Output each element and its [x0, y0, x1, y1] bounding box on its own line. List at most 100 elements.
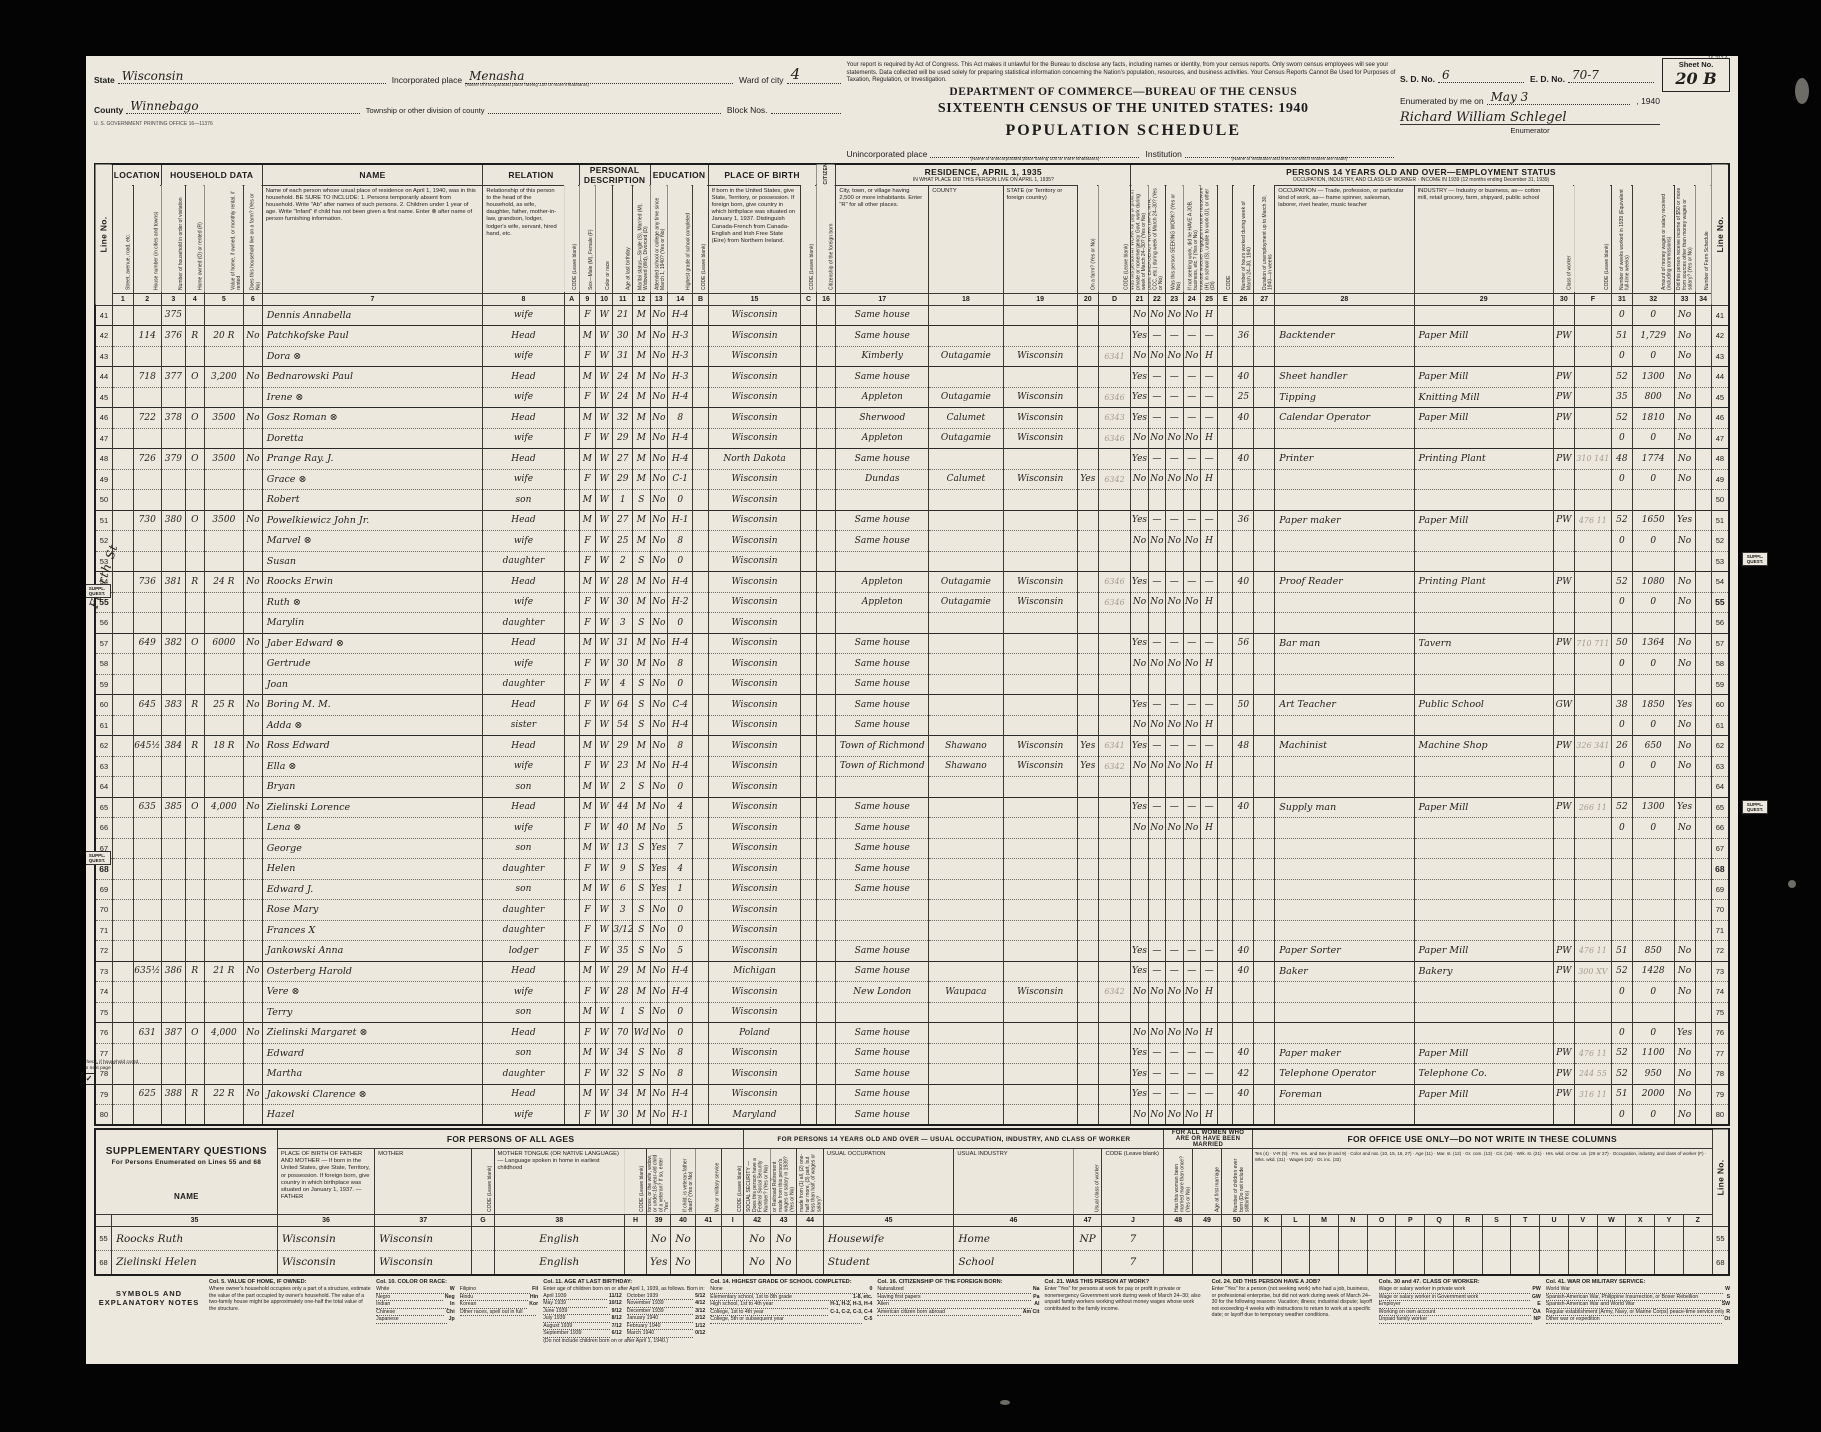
cell: [1573, 879, 1612, 900]
cell: Baker: [1274, 960, 1415, 982]
cell: 736: [132, 571, 162, 593]
cell: W: [594, 387, 614, 408]
cell: [1199, 838, 1219, 859]
column-header: Value of home, if owned, or monthly rent…: [204, 185, 244, 293]
cell: [111, 489, 134, 511]
cell: [800, 940, 817, 962]
cell: 50: [1232, 694, 1255, 716]
cell: [185, 1104, 205, 1126]
cell: [160, 1063, 187, 1085]
cell: H-3: [666, 346, 694, 367]
cell: [1481, 1226, 1512, 1251]
cell: 381: [160, 571, 187, 593]
column-header: Street, avenue, road, etc.: [112, 185, 134, 293]
cell: No: [1673, 653, 1696, 675]
cell: Wisconsin: [1002, 428, 1078, 449]
cell: [692, 838, 709, 859]
group-education: EDUCATION: [649, 163, 709, 186]
cell: [1552, 715, 1575, 736]
column-header: Z: [1682, 1214, 1713, 1227]
cell: [1573, 305, 1612, 326]
column-header: Does this household live on a farm? (Yes…: [243, 185, 263, 293]
cell: [1002, 838, 1078, 859]
cell: [160, 530, 187, 552]
block-label: Block Nos.: [726, 105, 768, 115]
person-row: 47 Doretta wife F W 29 M No H-4 Wisconsin Appleton…: [94, 428, 1730, 449]
cell: —: [1165, 366, 1184, 388]
column-header: If not, was he at work on, or assigned t…: [1148, 185, 1166, 293]
cell: [111, 694, 134, 716]
cell: 68: [1711, 1250, 1730, 1275]
cell: No: [1165, 756, 1184, 777]
cell: [563, 448, 580, 470]
cell: 718: [132, 366, 162, 388]
cell: [132, 1002, 162, 1023]
cell: 635½: [132, 960, 162, 982]
column-header: Sex—Male (M), Female (F): [579, 185, 596, 293]
cell: [1395, 1226, 1426, 1251]
cell: [203, 592, 245, 613]
cell: [1002, 1104, 1078, 1126]
cell: [1552, 776, 1575, 798]
census-title: SIXTEENTH CENSUS OF THE UNITED STATES: 1…: [937, 100, 1309, 116]
cell: 69: [94, 879, 113, 900]
cell: [1673, 899, 1696, 921]
column-header: 4: [185, 292, 205, 306]
cell: [1631, 858, 1675, 880]
cell: 3: [612, 612, 634, 634]
cell: [1552, 674, 1575, 695]
group-citizenship: CITIZENSHIP: [816, 163, 836, 185]
cell: Head: [482, 796, 565, 818]
column-header: MOTHER: [374, 1148, 473, 1215]
cell: PW: [1552, 796, 1575, 818]
cell: Grace ⊗: [261, 469, 484, 490]
cell: [185, 715, 205, 736]
cell: [1253, 1022, 1276, 1044]
cell: [563, 694, 580, 716]
cell: [185, 1002, 205, 1023]
cell: M: [632, 960, 651, 982]
cell: PW: [1552, 509, 1575, 531]
cell: Foreman: [1274, 1083, 1415, 1105]
cell: [1232, 1002, 1255, 1023]
cell: [1217, 1083, 1234, 1105]
cell: [928, 1063, 1004, 1085]
cell: [1552, 1002, 1575, 1023]
header-titles: Your report is required by Act of Congre…: [847, 60, 1400, 161]
cell: Bednarowski Paul: [261, 366, 484, 388]
cell: 0: [1610, 592, 1633, 613]
cell: [1573, 346, 1612, 367]
cell: F: [578, 530, 596, 552]
cell: [1253, 1083, 1276, 1105]
cell: No: [1130, 469, 1149, 490]
cell: [692, 632, 709, 654]
cell: [1510, 1250, 1541, 1275]
cell: [1232, 715, 1255, 736]
cell: [1130, 776, 1149, 798]
cell: 50: [94, 489, 113, 511]
cell: Appleton: [835, 571, 930, 593]
cell: [1552, 920, 1575, 941]
column-header: 23: [1165, 292, 1184, 306]
cell: [132, 551, 162, 572]
cell: [800, 509, 817, 531]
cell: O: [185, 407, 205, 429]
cell: [1694, 899, 1712, 921]
cell: Wisconsin: [707, 1002, 802, 1023]
cell: [1076, 1022, 1099, 1044]
supp-title-cell: SUPPLEMENTARY QUESTIONS For Persons Enum…: [94, 1128, 278, 1215]
cell: 70: [1710, 899, 1730, 921]
person-row: 68 Helen daughter F W 9 S Yes 4 Wisconsin Same hou…: [94, 858, 1730, 880]
cell: [111, 305, 134, 326]
cell: [1673, 920, 1696, 941]
cell: [692, 407, 709, 429]
cell: 4: [666, 796, 694, 818]
cell: [928, 858, 1004, 880]
cell: [1552, 469, 1575, 490]
cell: [800, 632, 817, 654]
cell: [1130, 674, 1149, 695]
cell: [243, 612, 263, 634]
column-header: G: [471, 1214, 495, 1227]
cell: [1274, 776, 1415, 798]
cell: [928, 817, 1004, 839]
